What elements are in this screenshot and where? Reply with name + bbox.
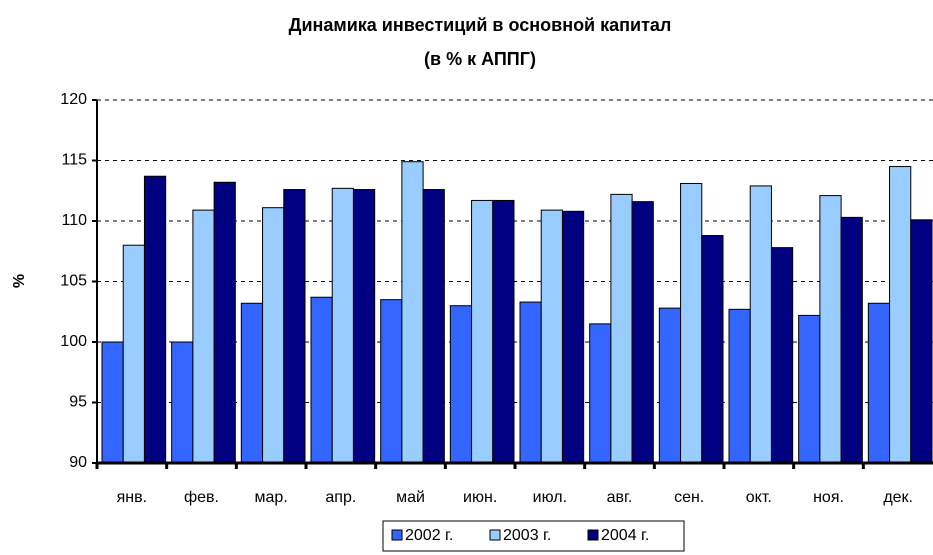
x-tick-label: сен.: [674, 489, 704, 506]
bar: [749, 185, 772, 464]
bar: [449, 305, 473, 464]
bar: [631, 201, 654, 464]
bar: [283, 189, 306, 464]
y-tick-label: 110: [61, 212, 87, 229]
bar: [589, 323, 612, 464]
x-tick-label: фев.: [184, 489, 219, 506]
bar: [770, 247, 794, 464]
bar: [701, 235, 724, 464]
bar: [798, 314, 821, 464]
y-tick-label: 100: [60, 333, 87, 350]
bar: [422, 189, 445, 464]
y-axis-label: %: [11, 274, 28, 288]
bar: [352, 189, 376, 464]
bar: [910, 219, 933, 464]
x-tick-label: авг.: [607, 489, 633, 506]
bar: [658, 307, 682, 464]
bar: [380, 299, 403, 464]
bar: [331, 187, 354, 464]
x-tick-label: дек.: [883, 489, 913, 506]
y-tick-label: 95: [69, 394, 87, 411]
legend-swatch: [391, 529, 403, 541]
bar: [143, 175, 167, 464]
y-tick-label: 115: [61, 152, 87, 169]
bar: [171, 341, 194, 464]
bar: [101, 341, 124, 464]
legend-swatch: [489, 529, 501, 541]
bar: [262, 207, 285, 464]
y-tick-label: 105: [60, 273, 87, 290]
legend-swatch: [587, 529, 599, 541]
chart-title: Динамика инвестиций в основной капитал: [289, 15, 672, 35]
legend-label: 2003 г.: [503, 527, 551, 544]
x-tick-label: ноя.: [813, 489, 844, 506]
x-tick-label: май: [396, 489, 425, 506]
bar: [310, 296, 333, 464]
x-tick-label: окт.: [746, 489, 772, 506]
x-tick-label: апр.: [325, 489, 356, 506]
y-tick-label: 120: [60, 91, 87, 108]
bar: [192, 209, 215, 464]
bar: [471, 199, 494, 464]
chart-subtitle: (в % к АППГ): [424, 49, 536, 69]
bar: [819, 195, 842, 464]
bar: [401, 161, 424, 464]
bar: [889, 166, 912, 464]
bar: [492, 199, 515, 464]
bar: [240, 302, 264, 464]
bar: [867, 302, 891, 464]
bar: [540, 209, 563, 464]
x-tick-label: июн.: [463, 489, 497, 506]
y-tick-label: 90: [69, 454, 87, 471]
bar: [519, 301, 542, 464]
bar: [728, 308, 751, 464]
bar: [680, 182, 703, 464]
x-tick-label: июл.: [533, 489, 567, 506]
legend-box: [382, 520, 685, 552]
x-tick-label: янв.: [117, 489, 147, 506]
legend-label: 2002 г.: [405, 527, 453, 544]
bar: [561, 210, 585, 464]
bar: [213, 181, 236, 464]
legend-label: 2004 г.: [601, 527, 649, 544]
bar: [122, 244, 145, 464]
x-tick-label: мар.: [255, 489, 288, 506]
bar: [840, 216, 863, 464]
bar: [610, 193, 633, 464]
